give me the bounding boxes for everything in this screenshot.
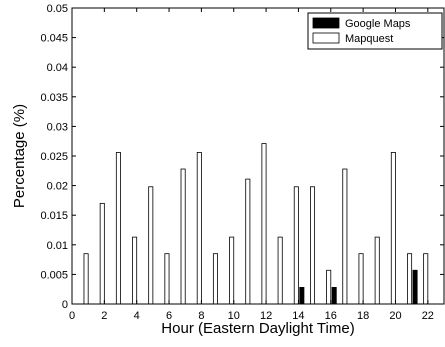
bar-google-maps-hour-16 bbox=[331, 287, 337, 305]
bar-mapquest-hour-15 bbox=[309, 186, 316, 305]
y-tick-label: 0.025 bbox=[40, 151, 68, 163]
bar-mapquest-hour-11 bbox=[245, 178, 251, 305]
legend-label: Google Maps bbox=[345, 18, 411, 30]
y-tick-label: 0.02 bbox=[47, 181, 68, 193]
legend-swatch bbox=[312, 17, 340, 29]
x-tick-label: 0 bbox=[69, 310, 75, 322]
x-tick-label: 4 bbox=[134, 310, 140, 322]
x-axis-label: Hour (Eastern Daylight Time) bbox=[161, 320, 354, 337]
bar-mapquest-hour-9 bbox=[212, 253, 218, 305]
bar-mapquest-hour-22 bbox=[423, 253, 429, 305]
y-tick-label: 0.01 bbox=[47, 240, 68, 252]
bar-mapquest-hour-21 bbox=[407, 253, 413, 305]
bar-mapquest-hour-6 bbox=[164, 253, 170, 305]
legend-label: Mapquest bbox=[345, 33, 393, 45]
bar-mapquest-hour-4 bbox=[132, 236, 138, 305]
x-axis: 0 2 4 6 8 10 12 14 16 18 20 22 bbox=[69, 8, 434, 322]
bar-google-maps-hour-21 bbox=[412, 269, 418, 305]
x-tick-label: 8 bbox=[198, 310, 204, 322]
bar-mapquest-hour-7 bbox=[180, 168, 186, 305]
x-tick-label: 2 bbox=[101, 310, 107, 322]
plot-frame bbox=[71, 7, 445, 305]
bar-mapquest-hour-10 bbox=[229, 236, 235, 305]
bar-mapquest-hour-13 bbox=[277, 236, 283, 305]
bar-mapquest-hour-20 bbox=[390, 152, 396, 305]
bar-mapquest-hour-19 bbox=[374, 236, 380, 305]
y-axis: 0 0.005 0.01 0.015 0.02 0.025 0.03 0.035 0.04 0.0… bbox=[40, 3, 444, 311]
y-tick-label: 0 bbox=[62, 299, 68, 311]
bar-mapquest-hour-1 bbox=[83, 253, 89, 305]
x-tick-label: 12 bbox=[260, 310, 272, 322]
y-tick-label: 0.04 bbox=[47, 62, 68, 74]
x-tick-label: 22 bbox=[422, 310, 434, 322]
x-tick-label: 20 bbox=[389, 310, 401, 322]
y-tick-label: 0.005 bbox=[40, 269, 68, 281]
y-tick-label: 0.03 bbox=[47, 121, 68, 133]
y-tick-label: 0.045 bbox=[40, 33, 68, 45]
bar-mapquest-hour-14 bbox=[293, 186, 299, 305]
x-tick-label: 6 bbox=[166, 310, 172, 322]
x-tick-label: 14 bbox=[292, 310, 304, 322]
y-tick-label: 0.05 bbox=[47, 3, 68, 15]
bar-google-maps-hour-14 bbox=[299, 287, 305, 305]
bar-mapquest-hour-8 bbox=[196, 152, 202, 305]
bar-mapquest-hour-17 bbox=[342, 168, 348, 305]
y-axis-label: Percentage (%) bbox=[11, 104, 28, 208]
y-tick-label: 0.035 bbox=[40, 92, 68, 104]
bar-mapquest-hour-18 bbox=[358, 253, 364, 305]
y-tick-label: 0.015 bbox=[40, 210, 68, 222]
x-tick-label: 18 bbox=[357, 310, 369, 322]
bars-layer bbox=[83, 143, 429, 305]
legend-swatch bbox=[312, 32, 340, 44]
bar-mapquest-hour-5 bbox=[148, 186, 154, 305]
bar-mapquest-hour-2 bbox=[99, 202, 105, 305]
bar-mapquest-hour-16 bbox=[326, 269, 332, 305]
x-tick-label: 10 bbox=[228, 310, 240, 322]
legend: Google Maps Mapquest bbox=[307, 12, 443, 50]
bar-mapquest-hour-12 bbox=[261, 143, 267, 305]
x-tick-label: 16 bbox=[325, 310, 337, 322]
bar-mapquest-hour-3 bbox=[115, 152, 121, 305]
